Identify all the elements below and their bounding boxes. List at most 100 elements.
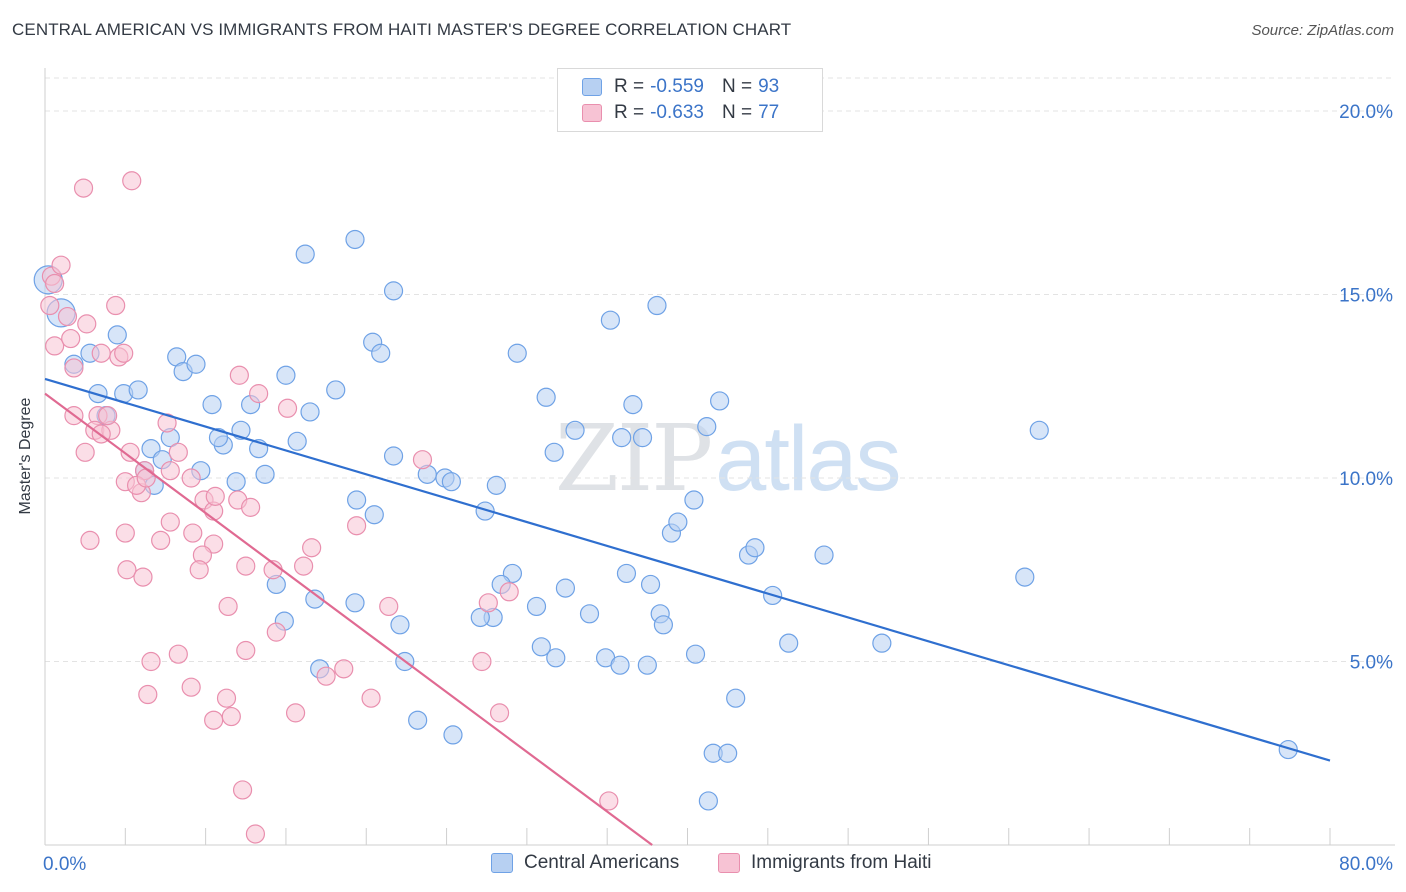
- haiti-point: [205, 486, 225, 506]
- haiti-point: [168, 644, 188, 664]
- haiti-point: [133, 567, 153, 587]
- central-americans-point: [632, 428, 653, 448]
- central-americans-point: [616, 563, 637, 584]
- haiti-point: [160, 461, 180, 481]
- haiti-point: [160, 512, 180, 532]
- bottom-legend-immigrants-from-haiti: Immigrants from Haiti: [718, 852, 932, 874]
- haiti-point: [241, 497, 261, 517]
- legend: R = -0.559 N = 93 R = -0.633 N = 77: [557, 68, 823, 132]
- y-tick-label: 15.0%: [1339, 286, 1393, 307]
- source-label: Source: ZipAtlas.com: [1251, 22, 1394, 39]
- central-americans-point: [779, 633, 799, 653]
- y-tick-label: 20.0%: [1339, 102, 1393, 123]
- central-americans-point: [610, 655, 630, 675]
- central-americans-point: [565, 420, 585, 440]
- central-americans-point: [579, 604, 600, 624]
- haiti-point: [77, 314, 97, 334]
- haiti-point: [75, 442, 95, 462]
- haiti-point: [361, 688, 381, 708]
- central-americans-point: [443, 725, 463, 745]
- central-americans-point: [326, 380, 346, 400]
- haiti-point: [45, 336, 65, 356]
- haiti-point: [204, 710, 224, 730]
- haiti-point: [168, 442, 188, 462]
- haiti-point: [183, 523, 203, 543]
- central-americans-point: [536, 387, 556, 407]
- legend-r-value: -0.633: [650, 102, 704, 123]
- legend-r-value: -0.559: [650, 76, 704, 97]
- haiti-point: [181, 677, 201, 697]
- central-americans-point: [1278, 739, 1298, 760]
- central-americans-point: [546, 648, 566, 668]
- haiti-point: [285, 703, 306, 723]
- central-americans-point: [255, 464, 275, 484]
- central-americans-point: [726, 688, 746, 708]
- haiti-point: [157, 413, 177, 433]
- chart-title: CENTRAL AMERICAN VS IMMIGRANTS FROM HAIT…: [12, 20, 792, 39]
- legend-n-value: 93: [758, 76, 780, 97]
- haiti-point: [218, 596, 238, 617]
- haiti-point: [277, 398, 298, 418]
- haiti-point: [115, 523, 135, 543]
- haiti-point: [599, 791, 619, 811]
- haiti-point: [106, 295, 126, 316]
- central-americans-point: [107, 325, 127, 345]
- central-americans-point: [640, 574, 661, 595]
- central-americans-point: [1029, 420, 1049, 440]
- haiti-point: [216, 688, 237, 708]
- bottom-legend-label: Central Americans: [524, 852, 680, 873]
- central-americans-trend-line: [44, 377, 1331, 762]
- central-americans-point: [390, 615, 410, 635]
- central-americans-point: [600, 310, 621, 330]
- central-americans-point: [612, 428, 632, 448]
- haiti-point: [316, 666, 336, 686]
- legend-n-value: 77: [758, 102, 780, 123]
- central-americans-point: [475, 501, 495, 521]
- central-americans-point: [305, 589, 325, 609]
- haiti-point: [232, 780, 253, 800]
- haiti-point: [80, 530, 100, 551]
- central-americans-point: [872, 633, 892, 653]
- central-americans-point: [814, 545, 834, 565]
- central-americans-point: [371, 343, 391, 363]
- haiti-point: [122, 171, 142, 191]
- central-americans-point: [383, 281, 404, 301]
- haiti-point: [61, 328, 81, 349]
- central-americans-point: [345, 593, 365, 613]
- central-americans-point: [685, 644, 706, 664]
- haiti-point: [51, 255, 71, 275]
- haiti-point: [294, 556, 314, 576]
- central-americans-point: [408, 710, 428, 730]
- central-americans-point: [531, 637, 551, 657]
- legend-row-central-americans: R = -0.559 N = 93: [582, 75, 779, 99]
- haiti-point: [499, 582, 519, 602]
- central-americans-point: [486, 475, 506, 495]
- central-americans-point: [637, 655, 657, 675]
- haiti-point: [379, 596, 399, 617]
- haiti-point: [412, 450, 433, 470]
- haiti-point: [302, 538, 322, 558]
- haiti-point: [98, 406, 118, 426]
- central-americans-point: [647, 295, 667, 316]
- haiti-point: [138, 684, 158, 705]
- haiti-point: [151, 530, 171, 551]
- haiti-point: [229, 365, 249, 385]
- legend-r-label: R =: [614, 102, 645, 123]
- haiti-point: [221, 706, 241, 727]
- haiti-point: [189, 560, 209, 580]
- central-americans-point: [668, 512, 688, 532]
- haiti-point: [73, 178, 94, 198]
- central-americans-point: [710, 391, 730, 411]
- y-tick-label: 10.0%: [1339, 469, 1393, 490]
- watermark-atlas: atlas: [715, 408, 901, 510]
- bottom-legend-central-americans: Central Americans: [491, 852, 679, 874]
- haiti-point: [245, 824, 266, 844]
- haiti-point: [64, 358, 84, 378]
- central-americans-point: [718, 743, 738, 763]
- central-americans-point: [684, 490, 704, 510]
- y-tick-label: 5.0%: [1350, 653, 1393, 674]
- legend-n-label: N =: [721, 76, 753, 97]
- bottom-legend-label: Immigrants from Haiti: [751, 852, 932, 873]
- central-americans-point: [186, 354, 206, 374]
- haiti-point: [266, 622, 286, 642]
